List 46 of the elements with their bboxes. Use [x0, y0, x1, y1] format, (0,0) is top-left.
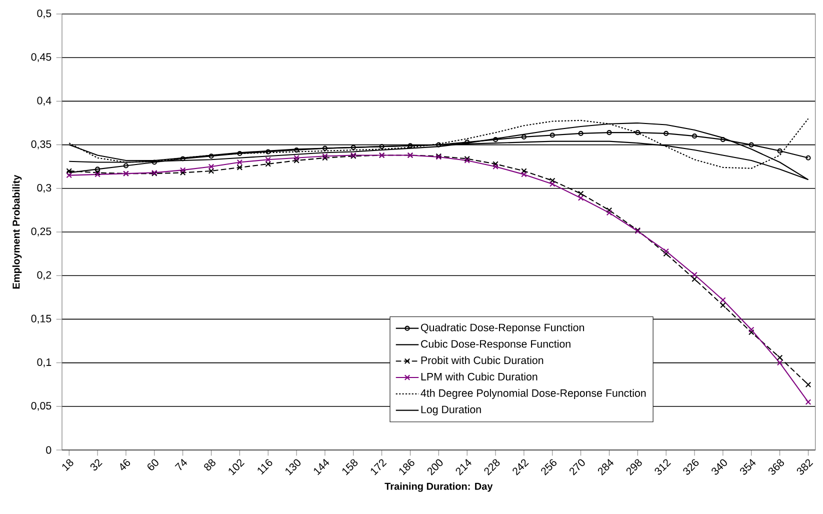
x-tick-label: 298 — [626, 459, 642, 476]
x-tick-label: 186 — [399, 459, 414, 476]
x-tick-label: 60 — [148, 459, 158, 470]
x-tick-label: 32 — [90, 459, 102, 471]
x-tick-label: 284 — [598, 458, 614, 476]
legend-label: Probit with Cubic Duration — [421, 356, 544, 364]
y-tick-label: 0,45 — [31, 53, 52, 62]
x-tick-label: 368 — [768, 459, 784, 475]
y-tick-label: 0,25 — [31, 228, 52, 236]
x-tick-label: 130 — [286, 459, 300, 476]
x-tick-label: 74 — [174, 458, 188, 470]
x-tick-label: 116 — [258, 459, 272, 475]
x-tick-label: 158 — [342, 459, 358, 476]
y-tick-label: 0,2 — [37, 271, 52, 280]
y-axis-title: Employment Probability — [12, 174, 22, 289]
x-tick-label: 228 — [484, 459, 500, 476]
x-tick-label: 172 — [370, 459, 387, 476]
x-tick-label: 18 — [62, 459, 74, 472]
legend-label: Log Duration — [421, 405, 481, 416]
legend-label: Cubic Dose-Response Function — [421, 340, 570, 350]
x-tick-label: 326 — [683, 459, 699, 475]
y-tick-label: 0,15 — [31, 314, 52, 324]
x-tick-label: 200 — [427, 459, 443, 476]
x-tick-label: 270 — [570, 459, 585, 476]
x-tick-label: 312 — [654, 459, 671, 475]
legend-label: LPM with Cubic Duration — [421, 372, 538, 380]
y-tick-label: 0,05 — [31, 402, 52, 411]
y-tick-label: 0,1 — [37, 358, 52, 368]
x-tick-label: 242 — [512, 459, 529, 476]
x-tick-label: 256 — [541, 459, 556, 476]
x-axis-title: Training Duration: Day — [384, 482, 493, 492]
y-tick-label: 0,35 — [31, 140, 52, 150]
x-tick-label: 340 — [712, 459, 727, 475]
y-tick-label: 0,4 — [37, 96, 52, 106]
x-tick-label: 214 — [456, 458, 472, 476]
x-tick-label: 144 — [314, 458, 330, 476]
x-tick-label: 102 — [228, 459, 245, 476]
legend-label: 4th Degree Polynomial Dose-Reponse Function — [420, 389, 646, 399]
x-tick-label: 46 — [120, 459, 130, 470]
legend-label: Quadratic Dose-Reponse Function — [421, 323, 584, 334]
y-tick-label: 0,5 — [37, 10, 52, 18]
y-tick-label: 0,3 — [37, 184, 52, 193]
x-tick-label: 88 — [204, 459, 216, 471]
x-tick-label: 354 — [740, 458, 756, 475]
x-tick-label: 382 — [796, 459, 814, 475]
y-tick-label: 0 — [46, 446, 52, 454]
